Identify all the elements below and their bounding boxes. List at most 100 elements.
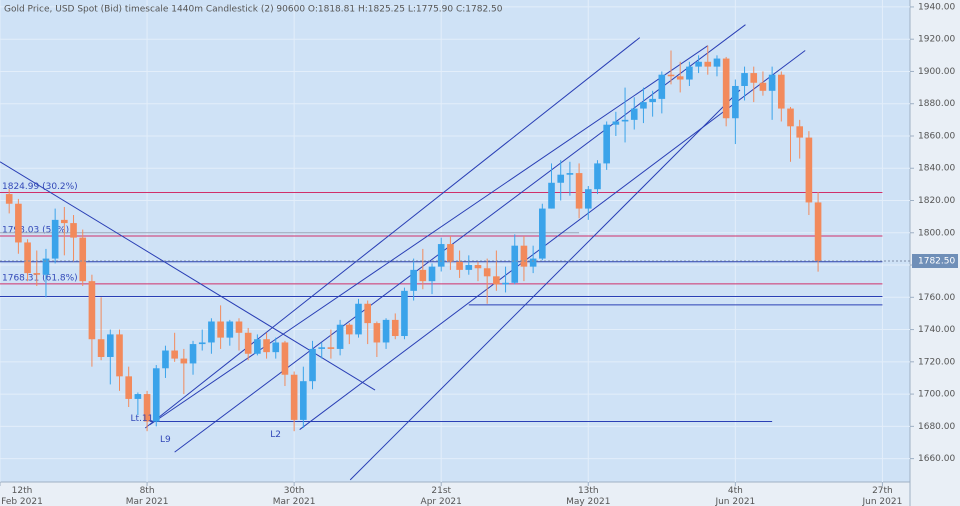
y-tick-label: 1680.00 (918, 422, 955, 432)
candle-body (88, 281, 96, 340)
candle-body (529, 258, 537, 267)
candle-body (300, 381, 307, 420)
candle-body (695, 61, 702, 67)
candle-body (70, 223, 77, 238)
x-tick-label-line: 8th (140, 486, 155, 496)
x-tick-label-line: Jun 2021 (862, 497, 903, 506)
x-tick-label-line: 30th (284, 486, 305, 496)
candle-body (787, 108, 794, 127)
candle-body (603, 124, 610, 164)
candle-body (437, 244, 445, 267)
candle-body (805, 137, 813, 203)
candle-body (15, 203, 22, 243)
level-label: 1824.99 (30.2%) (2, 182, 78, 192)
candle-body (465, 265, 473, 270)
y-tick-label: 1760.00 (918, 293, 955, 303)
candle-body (483, 268, 491, 277)
candle-body (79, 237, 87, 282)
candle-body (796, 126, 804, 138)
candle-body (42, 258, 50, 275)
candle-body (116, 334, 123, 377)
x-tick-label: 13th May 2021 (566, 486, 610, 506)
x-tick-label-line: Jun 2021 (714, 497, 755, 506)
candle-body (548, 182, 555, 209)
candle-body (336, 324, 344, 349)
trendline (174, 24, 746, 453)
candle-body (502, 282, 509, 285)
candle-body (474, 265, 482, 269)
y-tick-label: 1800.00 (918, 228, 955, 238)
candle-body (401, 290, 408, 337)
candle-body (649, 98, 656, 103)
candle-body (814, 202, 822, 262)
x-tick-label: 27th Jun 2021 (862, 486, 903, 506)
candle-body (575, 173, 583, 209)
candle-body (244, 332, 252, 354)
annotation: L9 (160, 435, 171, 445)
candle-body (364, 303, 371, 324)
candle-body (584, 189, 592, 209)
candle-body (456, 261, 463, 270)
candle-body (741, 73, 748, 86)
x-tick-label-line: 21st (431, 486, 451, 496)
candle-body (630, 108, 638, 120)
candle-body (355, 303, 362, 335)
candle-body (732, 85, 739, 119)
candle-body (5, 194, 13, 204)
candle-body (667, 74, 675, 77)
candle-body (254, 339, 261, 354)
y-tick-label: 1820.00 (918, 196, 955, 206)
candle-body (226, 321, 234, 338)
candle-body (640, 102, 647, 109)
candle-body (557, 174, 565, 183)
candle-body (106, 334, 114, 357)
candle-body (750, 73, 758, 83)
candle-body (676, 76, 684, 80)
x-tick-label-line: 13th (578, 486, 599, 496)
candle-body (97, 339, 105, 357)
x-tick-label-line: 12th (12, 486, 33, 496)
candle-body (511, 245, 519, 283)
candle-body (125, 376, 132, 399)
candle-body (759, 82, 767, 91)
y-tick-label: 1740.00 (918, 325, 955, 335)
level-label: 1798.03 (50%) (2, 225, 69, 235)
y-tick-label: 1840.00 (918, 164, 955, 174)
candle-body (447, 244, 454, 262)
candle-body (290, 374, 298, 420)
candle-body (318, 347, 326, 349)
x-tick-label-line: Mar 2021 (273, 497, 316, 506)
candle-body (428, 266, 436, 282)
annotation: Lt.11 (131, 414, 154, 424)
x-tick-label-line: 27th (872, 486, 893, 496)
candle-body (391, 319, 399, 337)
candle-body (171, 350, 178, 359)
price-tag (912, 254, 958, 269)
candle-body (134, 394, 142, 399)
candle-body (281, 342, 289, 375)
candle-body (180, 358, 188, 364)
candle-body (217, 321, 224, 338)
price-axis-panel (910, 0, 960, 506)
candle-body (327, 347, 335, 349)
candle-body (24, 242, 31, 274)
y-tick-label: 1720.00 (918, 357, 955, 367)
candle-body (621, 119, 629, 122)
level-label: 1768.31 (61.8%) (2, 273, 78, 283)
y-tick-label: 1700.00 (918, 390, 955, 400)
candle-body (263, 339, 270, 353)
candle-body (152, 368, 160, 422)
time-axis-panel (0, 482, 910, 506)
y-tick-label: 1920.00 (918, 35, 955, 45)
candle-body (612, 121, 620, 125)
trendline (144, 37, 641, 429)
y-tick-label: 1900.00 (918, 67, 955, 77)
candle-body (189, 344, 197, 364)
candle-body (594, 163, 601, 190)
price-tag-label: 1782.50 (918, 257, 955, 267)
candle-body (51, 219, 59, 259)
candle-body (61, 219, 68, 224)
candle-body (272, 342, 280, 353)
candle-body (704, 61, 712, 67)
